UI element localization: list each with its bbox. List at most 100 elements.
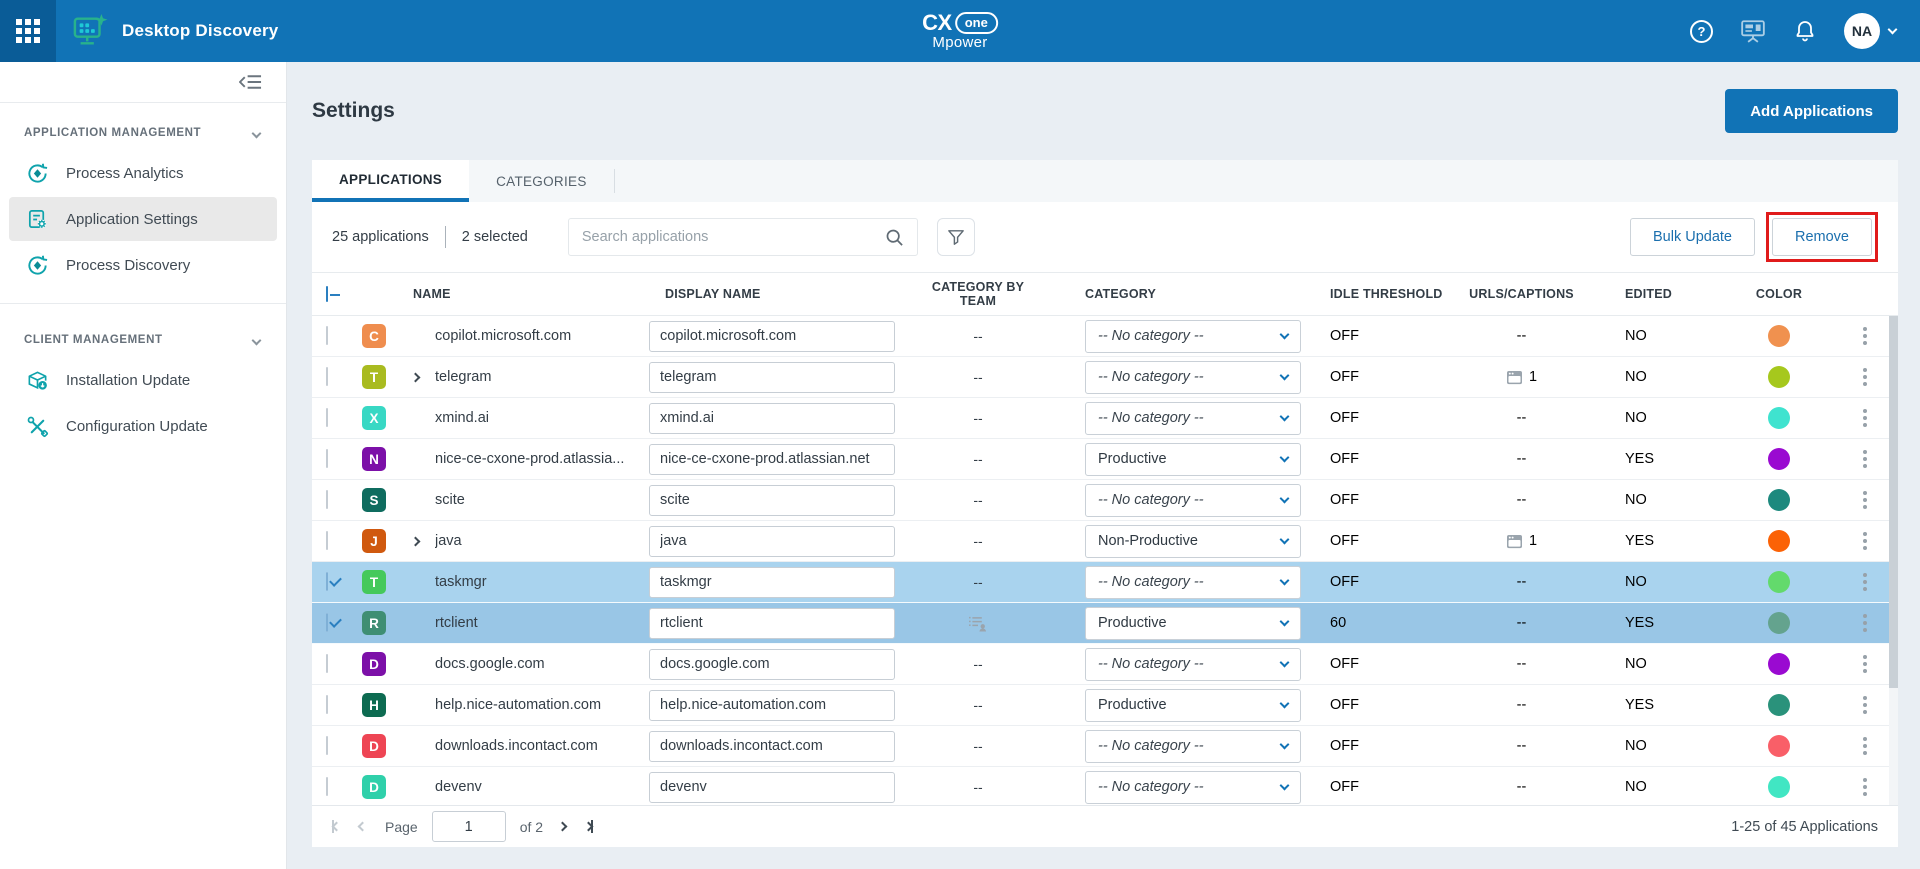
kebab-menu-icon[interactable] (1859, 323, 1871, 349)
table-row[interactable]: S scite -- -- No category -- (312, 480, 1898, 521)
color-dot[interactable] (1768, 448, 1790, 470)
expand-chevron-icon[interactable] (410, 372, 435, 382)
table-row[interactable]: D devenv -- -- No category -- (312, 767, 1898, 805)
display-name-input[interactable] (649, 402, 895, 434)
presentation-icon[interactable] (1740, 19, 1766, 43)
display-name-input[interactable] (649, 361, 895, 393)
color-dot[interactable] (1768, 776, 1790, 798)
tab-applications[interactable]: APPLICATIONS (312, 160, 470, 202)
row-checkbox[interactable] (326, 531, 328, 550)
color-dot[interactable] (1768, 735, 1790, 757)
row-checkbox[interactable] (326, 777, 328, 796)
kebab-menu-icon[interactable] (1859, 569, 1871, 595)
row-checkbox[interactable] (326, 736, 328, 755)
last-page-button[interactable] (583, 820, 594, 833)
column-display-name[interactable]: DISPLAY NAME (665, 287, 761, 301)
category-select[interactable]: Productive (1085, 688, 1301, 722)
category-select[interactable]: -- No category -- (1085, 319, 1301, 353)
color-dot[interactable] (1768, 653, 1790, 675)
collapse-sidebar-icon[interactable] (239, 74, 262, 90)
sidebar-section-client-management[interactable]: CLIENT MANAGEMENT (0, 320, 286, 356)
select-all-checkbox[interactable] (326, 286, 328, 302)
display-name-input[interactable] (649, 607, 895, 639)
row-checkbox[interactable] (326, 654, 328, 673)
sidebar-item-installation-update[interactable]: Installation Update (9, 358, 277, 402)
color-dot[interactable] (1768, 694, 1790, 716)
color-dot[interactable] (1768, 489, 1790, 511)
scrollbar-thumb[interactable] (1889, 316, 1898, 688)
kebab-menu-icon[interactable] (1859, 692, 1871, 718)
display-name-input[interactable] (649, 771, 895, 803)
color-dot[interactable] (1768, 530, 1790, 552)
row-checkbox[interactable] (326, 695, 328, 714)
app-launcher-button[interactable] (0, 0, 56, 62)
color-dot[interactable] (1768, 612, 1790, 634)
row-checkbox[interactable] (326, 367, 328, 386)
color-dot[interactable] (1768, 366, 1790, 388)
tab-categories[interactable]: CATEGORIES (496, 173, 587, 189)
kebab-menu-icon[interactable] (1859, 446, 1871, 472)
next-page-button[interactable] (557, 821, 568, 832)
row-checkbox[interactable] (326, 490, 328, 509)
display-name-input[interactable] (649, 730, 895, 762)
row-checkbox[interactable] (326, 408, 328, 427)
color-dot[interactable] (1768, 325, 1790, 347)
kebab-menu-icon[interactable] (1859, 651, 1871, 677)
category-select[interactable]: Productive (1085, 442, 1301, 476)
table-row[interactable]: T taskmgr -- -- No category -- (312, 562, 1898, 603)
table-row[interactable]: C copilot.microsoft.com -- -- No cat (312, 316, 1898, 357)
kebab-menu-icon[interactable] (1859, 610, 1871, 636)
display-name-input[interactable] (649, 648, 895, 680)
add-applications-button[interactable]: Add Applications (1725, 89, 1898, 133)
column-category-by-team[interactable]: CATEGORY BY TEAM (931, 280, 1025, 308)
bulk-update-button[interactable]: Bulk Update (1630, 218, 1755, 256)
display-name-input[interactable] (649, 320, 895, 352)
display-name-input[interactable] (649, 525, 895, 557)
filter-button[interactable] (936, 218, 975, 256)
vertical-scrollbar[interactable] (1889, 316, 1898, 805)
display-name-input[interactable] (649, 689, 895, 721)
category-select[interactable]: Productive (1085, 606, 1301, 640)
notifications-bell-icon[interactable] (1793, 19, 1817, 43)
first-page-button[interactable] (331, 820, 342, 833)
sidebar-item-process-analytics[interactable]: Process Analytics (9, 151, 277, 195)
category-select[interactable]: -- No category -- (1085, 483, 1301, 517)
color-dot[interactable] (1768, 407, 1790, 429)
sidebar-item-process-discovery[interactable]: Process Discovery (9, 243, 277, 287)
page-number-input[interactable] (431, 811, 506, 842)
display-name-input[interactable] (649, 484, 895, 516)
category-select[interactable]: -- No category -- (1085, 565, 1301, 599)
search-input[interactable] (581, 229, 885, 245)
category-select[interactable]: -- No category -- (1085, 729, 1301, 763)
row-checkbox[interactable] (326, 613, 328, 632)
kebab-menu-icon[interactable] (1859, 733, 1871, 759)
kebab-menu-icon[interactable] (1859, 364, 1871, 390)
color-dot[interactable] (1768, 571, 1790, 593)
category-select[interactable]: -- No category -- (1085, 401, 1301, 435)
display-name-input[interactable] (649, 566, 895, 598)
row-checkbox[interactable] (326, 326, 328, 345)
column-edited[interactable]: EDITED (1625, 287, 1673, 301)
column-idle-threshold[interactable]: IDLE THRESHOLD (1330, 287, 1443, 301)
column-color[interactable]: COLOR (1755, 287, 1803, 301)
column-category[interactable]: CATEGORY (1085, 287, 1157, 301)
kebab-menu-icon[interactable] (1859, 487, 1871, 513)
help-icon[interactable]: ? (1690, 19, 1713, 43)
table-row[interactable]: J java -- Non-Productive (312, 521, 1898, 562)
column-urls-captions[interactable]: URLS/CAPTIONS (1469, 287, 1574, 301)
search-icon[interactable] (885, 228, 904, 247)
user-menu[interactable]: NA (1844, 13, 1898, 49)
sidebar-item-application-settings[interactable]: Application Settings (9, 197, 277, 241)
sidebar-item-configuration-update[interactable]: Configuration Update (9, 404, 277, 448)
table-row[interactable]: T telegram -- -- No category -- (312, 357, 1898, 398)
table-row[interactable]: D docs.google.com -- -- No category (312, 644, 1898, 685)
table-row[interactable]: N nice-ce-cxone-prod.atlassia... -- (312, 439, 1898, 480)
category-select[interactable]: -- No category -- (1085, 360, 1301, 394)
expand-chevron-icon[interactable] (410, 536, 435, 546)
kebab-menu-icon[interactable] (1859, 405, 1871, 431)
row-checkbox[interactable] (326, 449, 328, 468)
previous-page-button[interactable] (357, 821, 368, 832)
table-row[interactable]: X xmind.ai -- -- No category -- (312, 398, 1898, 439)
kebab-menu-icon[interactable] (1859, 528, 1871, 554)
table-row[interactable]: D downloads.incontact.com -- -- No c (312, 726, 1898, 767)
